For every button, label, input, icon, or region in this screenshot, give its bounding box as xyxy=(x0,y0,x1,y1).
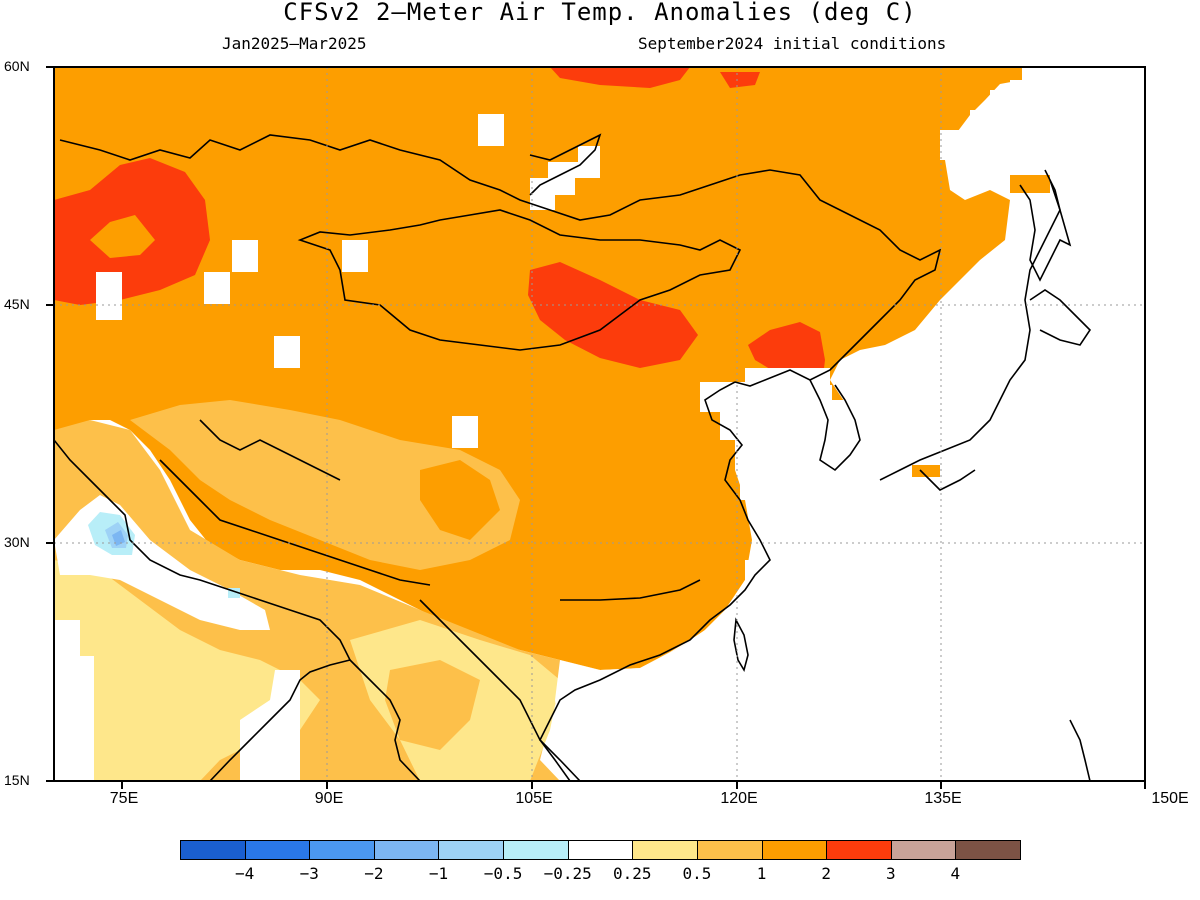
initial-conditions-subtitle: September2024 initial conditions xyxy=(638,34,947,53)
lon-label-90e: 90E xyxy=(314,790,344,807)
lat-label-30n: 30N xyxy=(4,534,30,550)
coastlines-and-borders xyxy=(54,133,1092,781)
anomaly-region-1-to-2-kazakhstan-inner xyxy=(90,215,155,258)
colorbar-swatch xyxy=(761,840,828,860)
colorbar-swatch xyxy=(826,840,892,860)
lat-label-15n: 15N xyxy=(4,772,30,788)
anomaly-region-minus-1-to-minus-2 xyxy=(112,530,125,546)
masked-cell-lake-4 xyxy=(342,240,368,272)
colorbar-swatch xyxy=(503,840,569,860)
colorbar-label: 2 xyxy=(821,864,831,883)
gridlines xyxy=(54,67,1145,781)
colorbar-label: 4 xyxy=(950,864,961,883)
masked-cells-korea-gap xyxy=(825,385,832,410)
lat-label-60n: 60N xyxy=(4,58,30,74)
colorbar-swatch xyxy=(438,840,505,860)
masked-cell-lake-balkhash xyxy=(96,272,122,320)
colorbar-label: 0.5 xyxy=(682,864,712,883)
colorbar-label: −3 xyxy=(299,864,319,883)
map-title: CFSv2 2–Meter Air Temp. Anomalies (deg C… xyxy=(283,0,917,26)
colorbar-label: −0.5 xyxy=(483,864,523,883)
masked-cells-east-coast xyxy=(700,67,1145,781)
colorbar-label: 1 xyxy=(756,864,767,883)
colorbar-swatch xyxy=(373,840,440,860)
colorbar-swatch xyxy=(567,840,634,860)
masked-cell-lake-qinghai xyxy=(452,416,478,448)
colorbar-label: 3 xyxy=(885,864,896,883)
anomaly-region-2-to-3-siberia-north xyxy=(550,67,690,88)
anomaly-region-1-to-2-sichuan xyxy=(420,460,500,540)
anomaly-cell-small-negative xyxy=(228,588,240,598)
axis-ticks xyxy=(46,66,1146,789)
lon-label-135e: 135E xyxy=(924,790,962,807)
colorbar-label: −1 xyxy=(428,864,449,883)
colorbar-label: −2 xyxy=(364,864,384,883)
masked-cell-lake-6 xyxy=(478,114,504,146)
colorbar-swatch xyxy=(955,840,1021,860)
anomaly-region-0.5-to-1-indochina xyxy=(385,660,480,750)
colorbar-swatch xyxy=(244,840,311,860)
period-subtitle: Jan2025–Mar2025 xyxy=(222,34,367,53)
masked-cell-lake-2 xyxy=(204,272,230,304)
lon-label-120e: 120E xyxy=(720,790,758,807)
masked-cell-arabian-sea xyxy=(54,620,80,656)
anomaly-cell-kyushu xyxy=(912,465,940,477)
masked-cells-west-ocean xyxy=(54,656,94,781)
lat-label-45n: 45N xyxy=(4,296,30,312)
masked-cells-india-east xyxy=(240,670,300,781)
masked-cell-lake-3 xyxy=(232,240,258,272)
lon-label-75e: 75E xyxy=(109,790,139,807)
lon-label-150e: 150E xyxy=(1151,790,1189,807)
anomaly-region-0.5-to-1-plateau xyxy=(130,400,520,570)
colorbar-swatch xyxy=(632,840,698,860)
masked-cells-south-china-coast xyxy=(555,580,760,781)
map-frame xyxy=(53,66,1146,782)
colorbar-label: −4 xyxy=(234,864,255,883)
colorbar-swatch xyxy=(309,840,375,860)
colorbar-label: −0.25 xyxy=(543,864,592,883)
colorbar-swatch xyxy=(890,840,957,860)
masked-cell-lake-5 xyxy=(274,336,300,368)
lon-label-105e: 105E xyxy=(515,790,553,807)
anomaly-region-2-to-3-siberia-small xyxy=(720,72,760,88)
anomaly-cell-sakhalin xyxy=(1010,175,1050,193)
colorbar-label: 0.25 xyxy=(613,864,652,883)
colorbar-swatch xyxy=(180,840,246,860)
colorbar-swatch xyxy=(696,840,763,860)
